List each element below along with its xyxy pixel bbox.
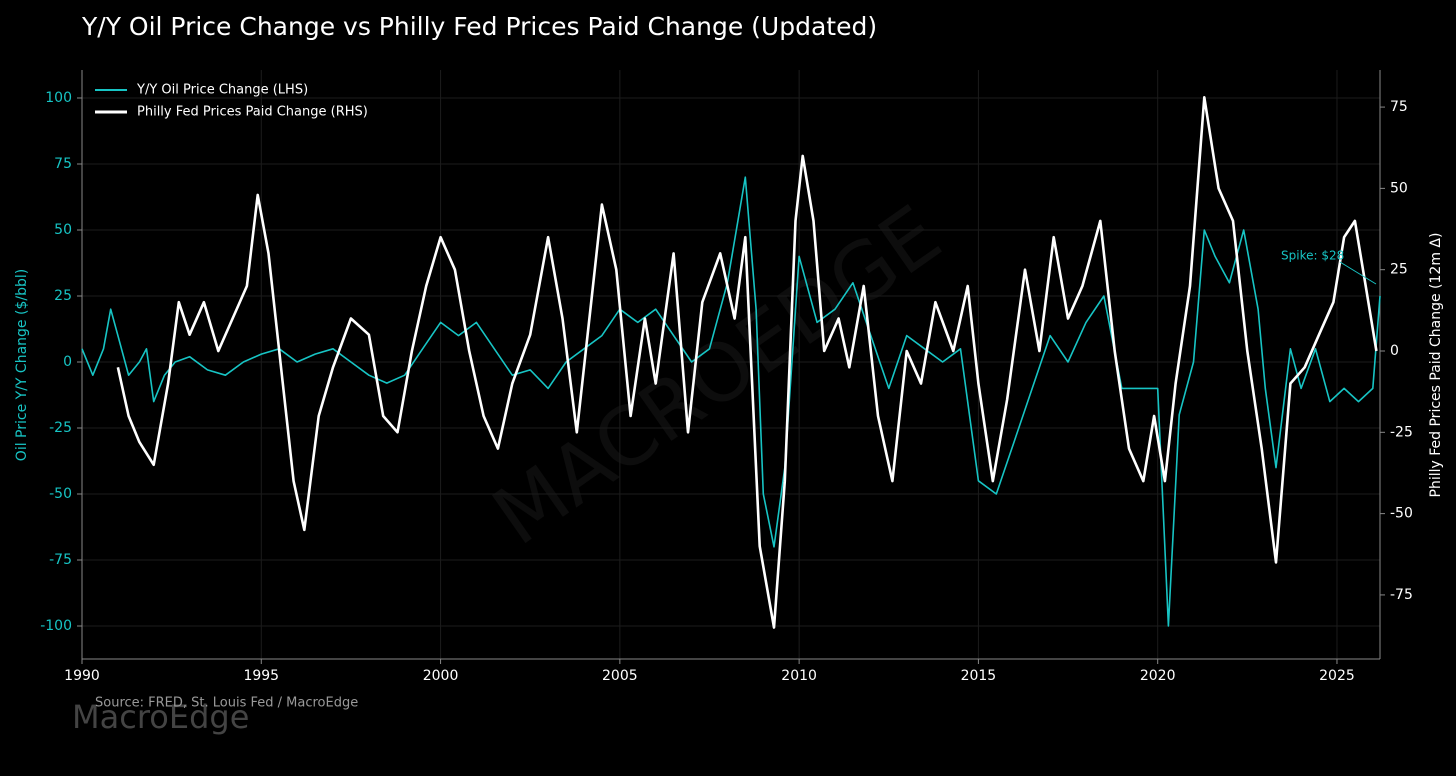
y-tick-label: -75	[49, 552, 72, 568]
y-tick-label: -100	[40, 618, 72, 634]
y2-tick-label: -75	[1390, 587, 1413, 603]
x-tick-label: 2000	[423, 668, 459, 684]
y2-tick-label: 0	[1390, 343, 1399, 359]
y-axis-label: Oil Price Y/Y Change ($/bbl)	[14, 269, 30, 461]
x-tick-label: 2005	[602, 668, 638, 684]
series-line	[81, 176, 1381, 627]
annotation: Spike: $28	[1281, 249, 1344, 263]
x-tick-label: 2010	[781, 668, 817, 684]
series-line	[116, 96, 1378, 629]
y2-axis-label: Philly Fed Prices Paid Change (12m Δ)	[1428, 233, 1444, 498]
y-tick-label: 25	[54, 288, 72, 304]
source: Source: FRED, St. Louis Fed / MacroEdge	[95, 696, 358, 711]
x-tick-label: 2025	[1319, 668, 1355, 684]
y2-tick-label: 25	[1390, 262, 1408, 278]
watermark: MacroEdge	[72, 698, 249, 736]
y2-tick-label: -25	[1390, 424, 1413, 440]
x-tick-label: 1995	[243, 668, 279, 684]
x-tick-label: 2020	[1140, 668, 1176, 684]
y2-tick-label: 50	[1390, 180, 1408, 196]
y-tick-label: 75	[54, 156, 72, 172]
x-tick-label: 2015	[961, 668, 997, 684]
chart-title: Y/Y Oil Price Change vs Philly Fed Price…	[81, 12, 877, 41]
y-tick-label: -50	[49, 486, 72, 502]
y-tick-label: 0	[63, 354, 72, 370]
y-tick-label: -25	[49, 420, 72, 436]
x-tick-label: 1990	[64, 668, 100, 684]
legend-label: Philly Fed Prices Paid Change (RHS)	[137, 105, 368, 120]
y-tick-label: 100	[45, 90, 72, 106]
legend-label: Y/Y Oil Price Change (LHS)	[136, 83, 308, 98]
y2-tick-label: -50	[1390, 506, 1413, 522]
annotation-arrow	[1339, 261, 1377, 285]
y2-tick-label: 75	[1390, 99, 1408, 115]
y-tick-label: 50	[54, 222, 72, 238]
